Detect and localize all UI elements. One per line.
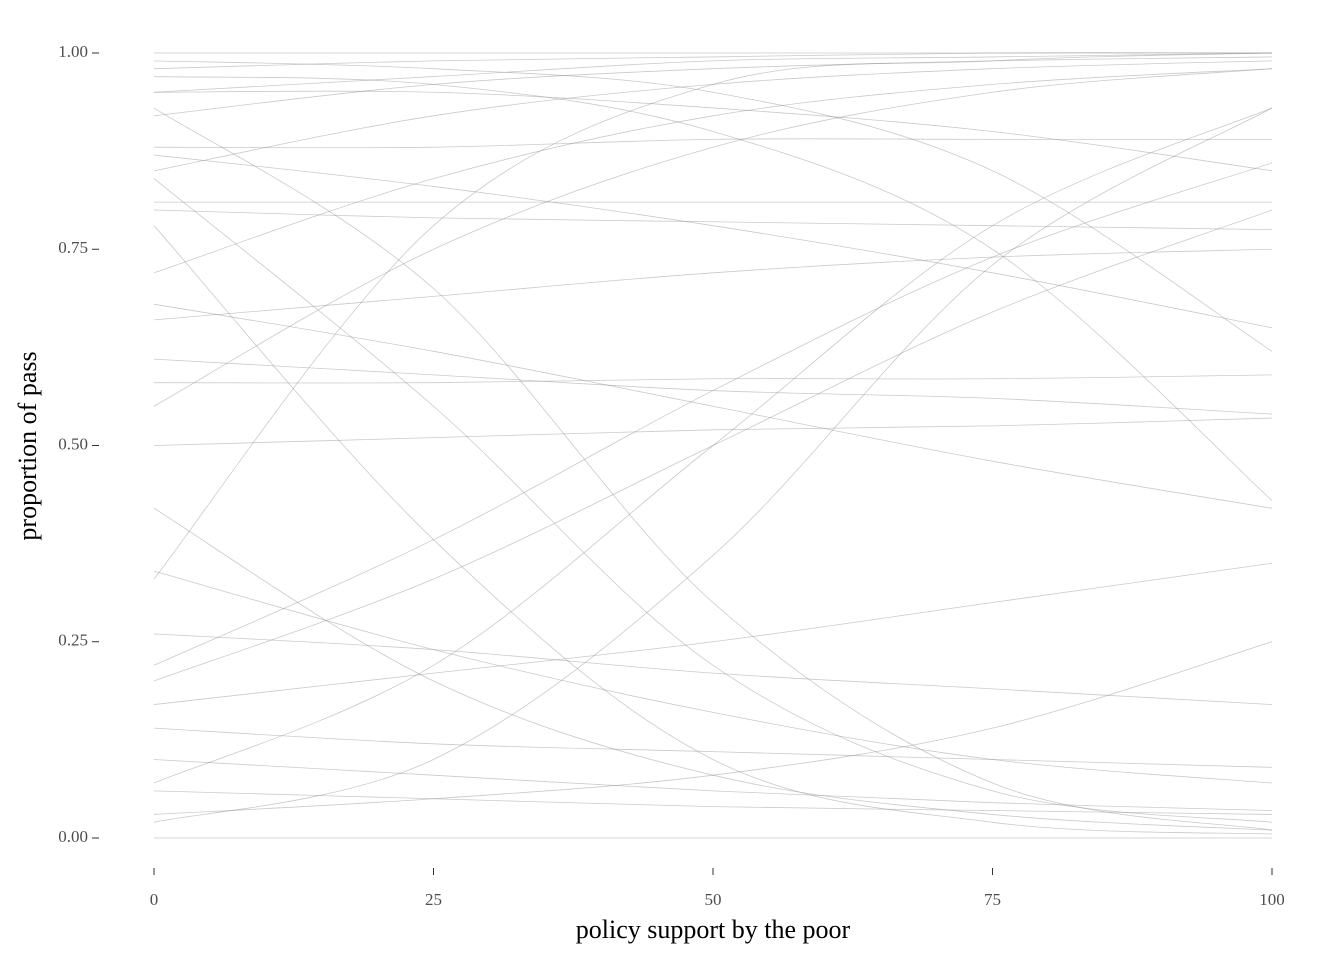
curve xyxy=(153,417,1273,446)
curve xyxy=(153,107,1273,823)
y-axis-title: proportion of pass xyxy=(13,351,42,540)
x-tick-label: 25 xyxy=(425,890,442,909)
curve xyxy=(153,154,1273,329)
curve xyxy=(153,138,1272,149)
curve xyxy=(153,107,1273,784)
curve xyxy=(153,178,1273,823)
x-axis-title: policy support by the poor xyxy=(576,915,851,944)
curve xyxy=(153,248,1273,321)
curve xyxy=(153,52,1273,93)
y-tick-label: 0.00 xyxy=(58,827,88,846)
curve xyxy=(153,162,1273,666)
curve xyxy=(153,60,1273,172)
x-tick-label: 100 xyxy=(1259,890,1285,909)
y-tick-label: 0.50 xyxy=(58,434,88,453)
curve xyxy=(153,641,1273,815)
curve xyxy=(153,374,1273,384)
curve xyxy=(153,209,1273,231)
curve xyxy=(153,209,1273,682)
curve xyxy=(153,633,1273,705)
curve xyxy=(153,52,1273,70)
curve xyxy=(153,52,1273,580)
x-tick-label: 50 xyxy=(705,890,722,909)
curve xyxy=(153,790,1273,815)
curve xyxy=(153,570,1273,784)
curve xyxy=(153,68,1273,274)
y-tick-label: 0.25 xyxy=(58,631,88,650)
curve xyxy=(153,507,1273,831)
curve xyxy=(153,303,1273,509)
curve xyxy=(153,759,1273,811)
curve xyxy=(153,56,1273,117)
y-tick-label: 0.75 xyxy=(58,238,88,257)
x-tick-label: 0 xyxy=(150,890,159,909)
curve xyxy=(153,225,1273,835)
curve xyxy=(153,562,1273,705)
curve xyxy=(153,358,1273,415)
y-tick-label: 1.00 xyxy=(58,42,88,61)
curve xyxy=(153,107,1273,831)
x-tick-label: 75 xyxy=(984,890,1001,909)
curve xyxy=(153,727,1273,768)
curve xyxy=(153,68,1273,407)
curve xyxy=(153,76,1273,501)
curve xyxy=(153,90,1273,172)
curve xyxy=(153,60,1273,352)
